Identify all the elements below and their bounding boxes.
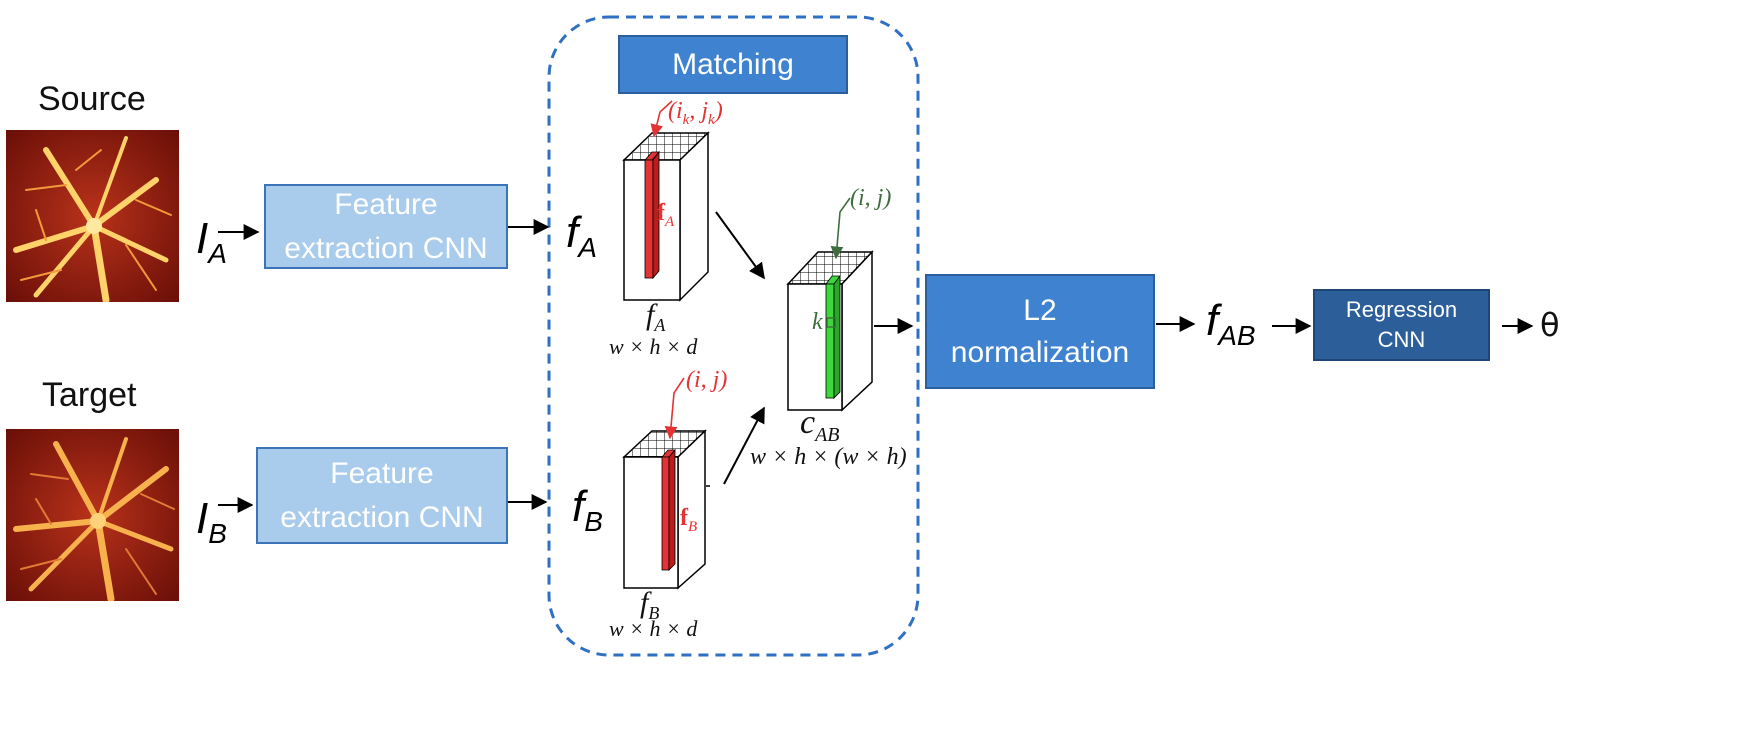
matching-title-text: Matching [672,47,794,81]
arrow-fb-to-cab [723,406,765,485]
theta-output: θ [1540,306,1560,344]
fb-index-label: (i, j) [686,367,728,393]
fa-vector-sub: A [665,213,675,230]
cab-index-label: (i, j) [850,185,892,211]
feature-extraction-bottom-line1: Feature [330,456,434,490]
fa-vector-letter: f [657,200,665,226]
feature-b-symbol: fB [572,482,603,538]
fa-tensor-label: fA [646,298,665,336]
fa-tensor-sub: A [654,315,666,335]
feature-extraction-top-line1: Feature [334,187,438,221]
fa-index-label: (ik, jk) [668,98,723,128]
fb-vector-label: fB [680,505,697,536]
matching-dashed-border [547,15,920,657]
regression-line1: Regression [1345,297,1458,322]
feature-a-symbol-letter: f [566,208,579,257]
cab-k-label: k [812,309,823,335]
fa-dims-label: w × h × d [609,334,698,359]
target-fundus-image [6,429,179,601]
target-label: Target [42,376,137,414]
cab-tensor [786,197,874,412]
feature-b-symbol-sub: B [584,506,603,537]
source-fundus-image [6,130,179,302]
input-a-symbol-sub: A [208,238,227,269]
fab-symbol-letter: f [1206,296,1219,345]
cab-letter: c [800,404,816,441]
regression-line2: CNN [1377,327,1426,352]
fb-vector-letter: f [680,505,688,531]
feature-a-symbol-sub: A [578,232,597,263]
fab-symbol-sub: AB [1218,320,1256,351]
feature-extraction-cnn-top: Feature extraction CNN [264,184,508,269]
fb-vector-sub: B [688,518,698,535]
cab-dims-label: w × h × (w × h) [750,444,907,470]
input-b-symbol: IB [196,494,227,550]
l2-line1: L2 [1023,293,1057,327]
input-a-symbol: IA [196,214,227,270]
matching-title: Matching [618,35,848,94]
fa-tensor-letter: f [646,298,655,331]
arrow-fa-to-cab [715,211,765,280]
feature-extraction-top-line2: extraction CNN [284,231,488,265]
feature-a-symbol: fA [566,208,597,264]
input-a-symbol-letter: I [196,214,209,263]
fa-vector-label: fA [657,200,674,231]
cab-sub: AB [815,423,840,446]
fb-tensor [622,377,707,590]
fb-tensor-sub: B [648,603,660,623]
feature-extraction-cnn-bottom: Feature extraction CNN [256,447,508,544]
feature-extraction-bottom-line2: extraction CNN [280,500,484,534]
input-b-symbol-sub: B [208,518,227,549]
l2-line2: normalization [950,335,1130,369]
input-b-symbol-letter: I [196,494,209,543]
fab-symbol: fAB [1206,296,1256,352]
feature-b-symbol-letter: f [572,482,585,531]
cab-label: cAB [800,404,840,447]
fa-tensor [622,100,710,302]
l2-normalization-box: L2 normalization [925,274,1155,389]
source-label: Source [38,80,146,118]
fb-dims-label: w × h × d [609,616,698,641]
fb-tensor-label: fB [640,586,659,624]
fb-tensor-letter: f [640,586,649,619]
regression-cnn-box: Regression CNN [1313,289,1490,361]
